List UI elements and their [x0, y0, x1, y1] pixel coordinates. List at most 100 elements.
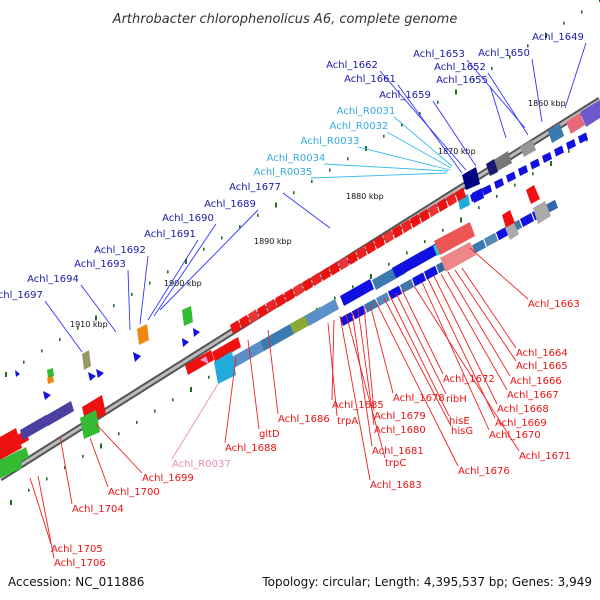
gene-label[interactable]: Achl_1705: [51, 544, 103, 555]
leader-line: [80, 284, 117, 333]
gene-arrow: [182, 338, 189, 347]
gene-label[interactable]: Achl_1688: [225, 443, 277, 454]
leader-line: [379, 70, 467, 171]
gene-label[interactable]: Achl_1678: [393, 393, 445, 404]
gene-arrow: [47, 376, 54, 384]
gene-label[interactable]: Achl_1672: [443, 374, 495, 385]
gene-label[interactable]: Achl_1665: [516, 361, 568, 372]
gene-label[interactable]: Achl_1663: [528, 299, 580, 310]
gene-label[interactable]: Achl_1694: [27, 274, 79, 285]
gene-label[interactable]: Achl_1680: [374, 425, 426, 436]
gene-label[interactable]: hisE: [449, 416, 470, 427]
gene-arrow: [492, 151, 512, 172]
gene-label[interactable]: Achl_1692: [94, 245, 146, 256]
gene-label[interactable]: Achl_1686: [278, 414, 330, 425]
leader-line: [267, 329, 279, 415]
tick-mark: [347, 157, 349, 161]
gene-arrow: [518, 165, 528, 176]
leader-line: [393, 116, 453, 167]
gene-label[interactable]: Achl_1669: [495, 418, 547, 429]
gene-label[interactable]: Achl_1664: [516, 348, 568, 359]
gene-arrow: [440, 242, 476, 272]
gene-label[interactable]: Achl_1693: [74, 259, 126, 270]
tick-mark: [293, 191, 295, 195]
gene-label[interactable]: Achl_1659: [379, 90, 431, 101]
leader-line: [171, 383, 219, 460]
gene-label[interactable]: Achl_1670: [489, 430, 541, 441]
leader-line: [44, 300, 83, 353]
gene-label[interactable]: Achl_1655: [436, 75, 488, 86]
gene-label[interactable]: Achl_R0034: [267, 153, 326, 164]
tick-mark: [275, 202, 277, 208]
leader-line: [369, 303, 394, 394]
leader-line: [386, 131, 452, 169]
gene-arrow: [566, 113, 585, 134]
tick-mark: [437, 100, 439, 104]
gene-block: [20, 415, 49, 440]
tick-mark: [509, 55, 511, 59]
tick-mark: [532, 172, 534, 176]
gene-label[interactable]: Achl_R0035: [254, 167, 313, 178]
tick-mark: [329, 168, 331, 172]
gene-label[interactable]: Achl_1697: [0, 290, 43, 301]
gene-label[interactable]: Achl_1700: [108, 487, 160, 498]
leader-lines: [29, 42, 587, 559]
gene-arrow: [424, 265, 438, 280]
gene-label[interactable]: Achl_1704: [72, 504, 124, 515]
gene-label[interactable]: trpA: [337, 416, 358, 427]
gene-label[interactable]: Achl_1649: [532, 32, 584, 43]
gene-label[interactable]: Achl_1691: [144, 229, 196, 240]
gene-arrow: [364, 298, 378, 313]
gene-label[interactable]: Achl_1667: [507, 390, 559, 401]
scale-label: 1910 kbp: [70, 320, 108, 329]
gene-arrow: [428, 203, 439, 218]
gene-label[interactable]: Achl_R0033: [301, 136, 360, 147]
tick-mark: [82, 454, 84, 458]
gene-label[interactable]: Achl_1661: [344, 74, 396, 85]
gene-label[interactable]: Achl_1679: [374, 411, 426, 422]
tick-mark: [352, 285, 354, 289]
gene-label[interactable]: Achl_1681: [372, 446, 424, 457]
gene-label[interactable]: hisG: [451, 426, 473, 437]
gene-label[interactable]: Achl_1653: [413, 49, 465, 60]
gene-arrow: [284, 288, 295, 303]
gene-label[interactable]: Achl_1706: [54, 558, 106, 569]
tick-mark: [64, 466, 66, 470]
gene-label[interactable]: Achl_1685: [332, 400, 384, 411]
gene-label[interactable]: Achl_1690: [162, 213, 214, 224]
gene-label[interactable]: Achl_R0037: [172, 459, 231, 470]
gene-arrow: [533, 201, 551, 224]
gene-label[interactable]: Achl_R0031: [337, 106, 396, 117]
gene-arrow: [434, 222, 475, 255]
gene-label[interactable]: Achl_1662: [326, 60, 378, 71]
scale-label: 1890 kbp: [254, 237, 292, 246]
gene-label[interactable]: Achl_1683: [370, 480, 422, 491]
gene-label[interactable]: Achl_1666: [510, 376, 562, 387]
tick-mark: [41, 349, 43, 353]
gene-arrow: [230, 320, 241, 334]
gene-label[interactable]: Achl_1650: [478, 48, 530, 59]
gene-label[interactable]: Achl_1689: [204, 199, 256, 210]
reverse-strand-genes: [0, 185, 551, 478]
tick-mark: [185, 259, 187, 264]
gene-label[interactable]: Achl_1676: [458, 466, 510, 477]
gene-label[interactable]: trpC: [385, 458, 406, 469]
gene-label[interactable]: Achl_1699: [142, 473, 194, 484]
gene-arrow: [293, 282, 304, 297]
gene-label[interactable]: ribH: [446, 394, 467, 405]
gene-label[interactable]: Achl_1671: [519, 451, 571, 462]
leader-line: [127, 269, 131, 331]
gene-arrow: [347, 251, 358, 266]
gene-block: [230, 341, 264, 368]
leader-line: [282, 192, 331, 229]
gene-arrow: [470, 191, 480, 202]
leader-line: [159, 209, 259, 311]
gene-label[interactable]: gltD: [259, 429, 280, 440]
gene-label[interactable]: Achl_1677: [229, 182, 281, 193]
leader-line: [447, 271, 511, 377]
gene-label[interactable]: Achl_1668: [497, 404, 549, 415]
tick-mark: [424, 240, 426, 244]
gene-label[interactable]: Achl_1652: [434, 62, 486, 73]
gene-label[interactable]: Achl_R0032: [330, 121, 389, 132]
tick-mark: [190, 387, 192, 392]
